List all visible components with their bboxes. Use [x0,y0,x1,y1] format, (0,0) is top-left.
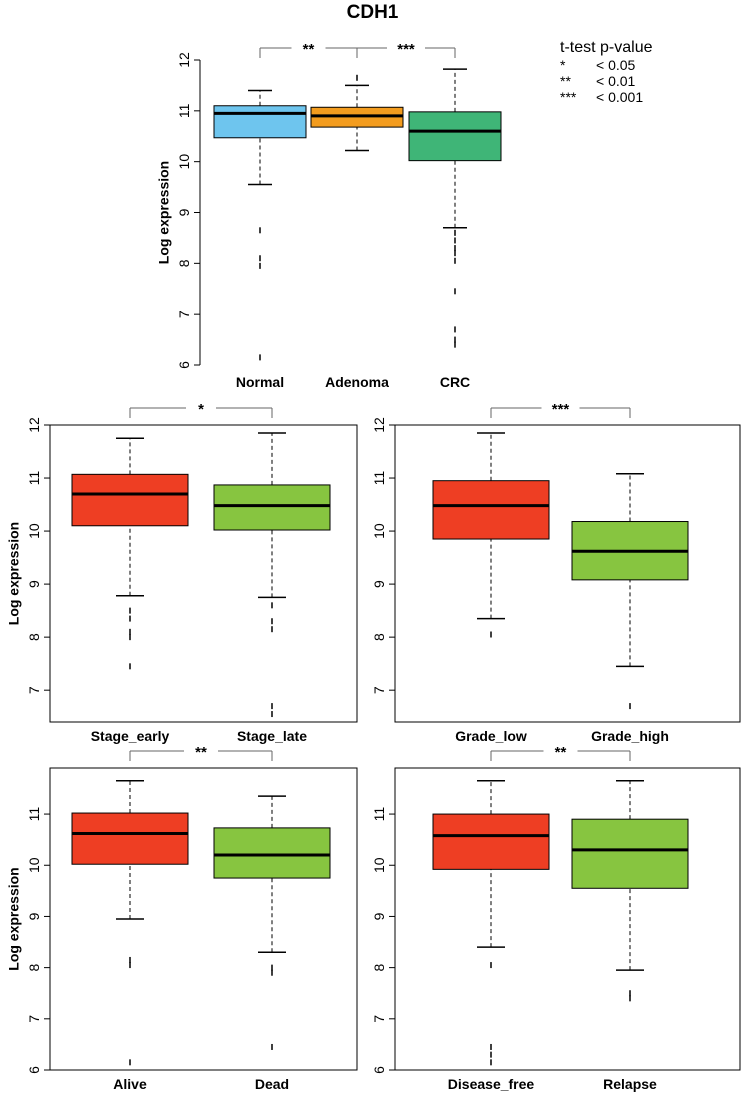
y-tick-label: 9 [26,912,42,920]
plot-frame [49,424,358,723]
box-alive [71,812,189,865]
y-tick-label: 9 [371,912,387,920]
figure-title: CDH1 [346,2,399,23]
significance-label: ** [303,41,315,58]
legend-label: < 0.05 [596,57,636,73]
y-axis-label: Log expression [6,522,22,625]
x-category-label: CRC [440,374,470,390]
x-category-label: Stage_late [237,728,307,744]
y-tick-label: 10 [26,523,42,539]
x-category-label: Dead [255,1076,289,1092]
y-axis-label: Log expression [156,161,172,264]
y-tick-label: 11 [371,471,387,486]
box-relapse [571,818,689,889]
significance-label: ** [195,744,207,761]
y-tick-label: 6 [26,1066,42,1074]
x-category-label: Relapse [603,1076,657,1092]
y-tick-label: 10 [26,857,42,873]
box-stage_early [71,473,189,527]
legend-symbol: * [560,57,566,73]
legend-label: < 0.01 [596,73,636,89]
x-category-label: Normal [236,374,284,390]
y-tick-label: 10 [371,523,387,539]
y-tick-label: 8 [176,259,192,267]
significance-label: *** [397,41,415,58]
x-category-label: Disease_free [448,1076,535,1092]
y-tick-label: 12 [26,417,42,433]
y-tick-label: 11 [176,103,192,118]
y-tick-label: 10 [371,857,387,873]
significance-label: *** [552,401,570,418]
x-category-label: Adenoma [325,374,389,390]
y-tick-label: 6 [371,1066,387,1074]
y-tick-label: 10 [176,154,192,170]
legend-label: < 0.001 [596,89,644,105]
x-category-label: Grade_high [591,728,669,744]
legend-row: *** < 0.001 [560,89,652,105]
box-disease_free [432,813,550,870]
x-category-label: Stage_early [91,728,170,744]
box-stage_late [213,484,331,531]
x-category-label: Alive [113,1076,147,1092]
box-grade_low [432,480,550,540]
significance-label: * [198,401,204,418]
y-tick-label: 8 [26,633,42,641]
y-tick-label: 9 [26,580,42,588]
x-category-label: Grade_low [455,728,527,744]
y-tick-label: 8 [371,964,387,972]
legend-symbol: *** [560,89,577,105]
significance-label: ** [555,744,567,761]
y-tick-label: 11 [371,807,387,822]
box-crc [408,111,502,162]
y-tick-label: 7 [371,1015,387,1023]
y-tick-label: 9 [176,208,192,216]
legend-row: ** < 0.01 [560,73,652,89]
y-tick-label: 7 [26,686,42,694]
y-tick-label: 12 [176,52,192,68]
legend-title: t-test p-value [560,39,653,56]
y-tick-label: 6 [176,361,192,369]
y-tick-label: 11 [26,807,42,822]
plot-frame [394,767,741,1071]
box-normal [213,105,307,139]
y-tick-label: 8 [371,633,387,641]
y-tick-label: 7 [371,686,387,694]
y-tick-label: 7 [176,310,192,318]
y-tick-label: 8 [26,964,42,972]
y-tick-label: 12 [371,417,387,433]
legend-symbol: ** [560,73,571,89]
box-dead [213,827,331,879]
y-tick-label: 7 [26,1015,42,1023]
legend-row: * < 0.05 [560,57,652,73]
pvalue-legend: t-test p-value * < 0.05 ** < 0.01 *** < … [560,39,653,106]
y-axis-label: Log expression [6,867,22,970]
y-tick-label: 11 [26,471,42,486]
y-tick-label: 9 [371,580,387,588]
